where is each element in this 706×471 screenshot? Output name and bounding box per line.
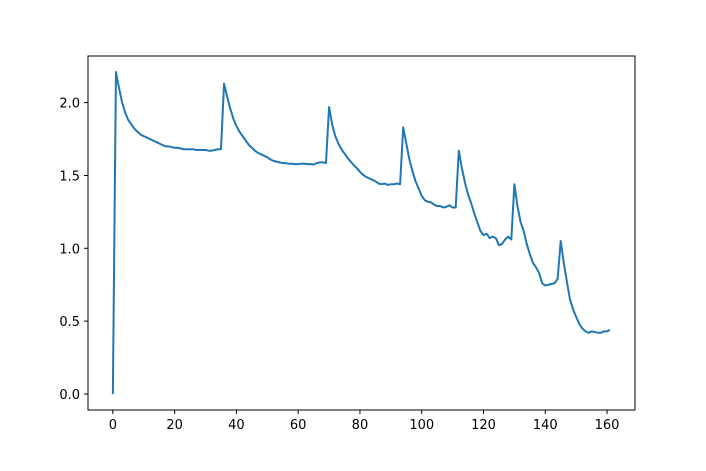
x-tick-label: 140	[533, 418, 558, 433]
x-tick-label: 40	[228, 418, 245, 433]
x-tick-label: 80	[352, 418, 369, 433]
x-tick-label: 20	[166, 418, 183, 433]
axes-frame	[87, 55, 636, 411]
x-tick-label: 60	[290, 418, 307, 433]
x-tick-label: 100	[409, 418, 434, 433]
x-tick-label: 0	[109, 418, 117, 433]
y-tick-label: 0.0	[59, 388, 80, 403]
x-tick-label: 120	[471, 418, 496, 433]
y-tick-label: 1.0	[59, 242, 80, 257]
y-tick-label: 1.5	[59, 169, 80, 184]
y-tick-label: 0.5	[59, 315, 80, 330]
data-line	[111, 71, 611, 394]
x-tick-label: 160	[595, 418, 620, 433]
y-tick-label: 2.0	[59, 97, 80, 112]
